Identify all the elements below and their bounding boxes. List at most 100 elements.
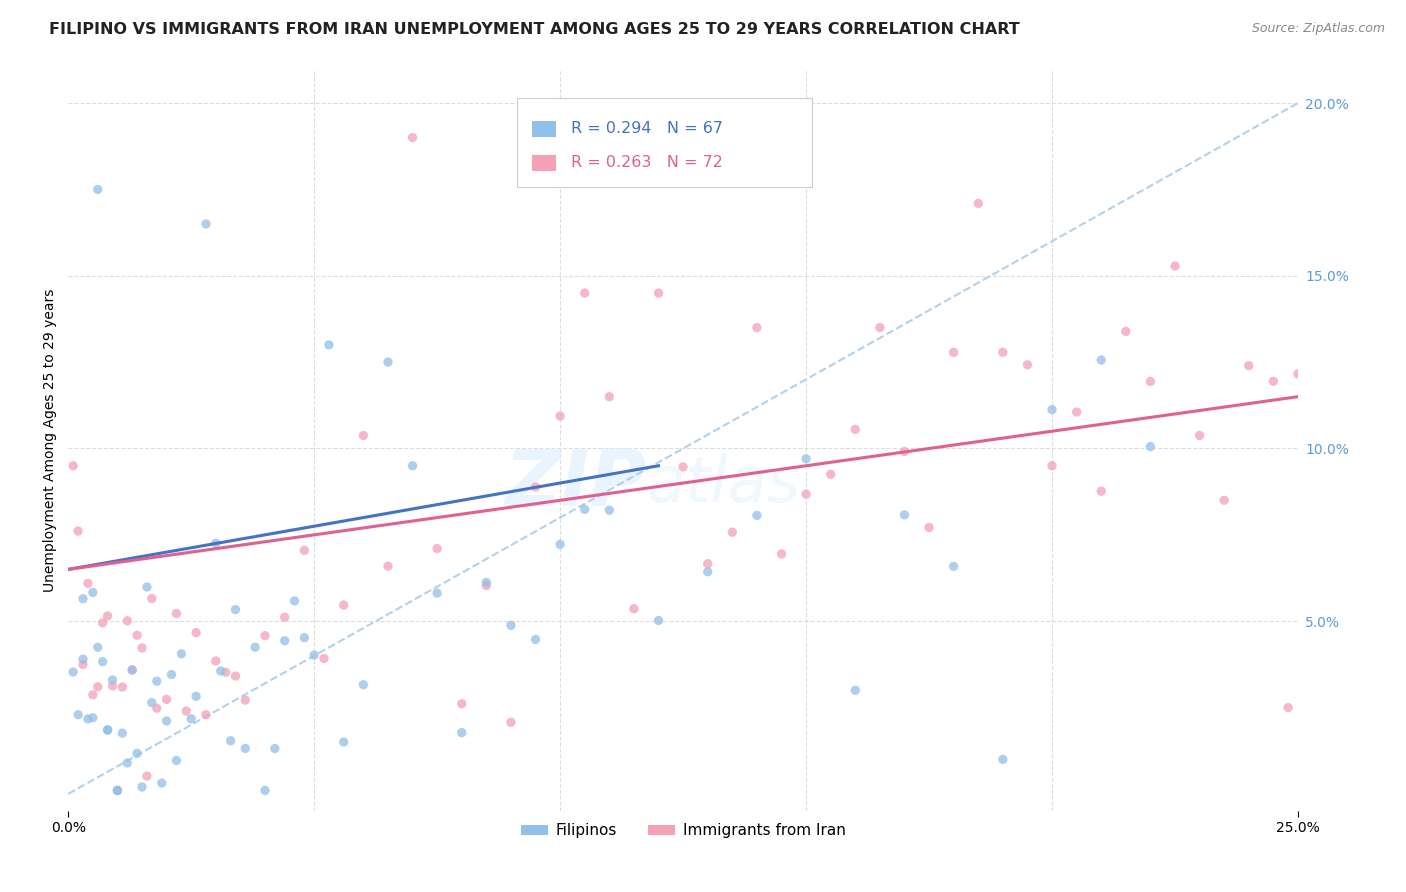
Point: [141, 696, 163, 710]
Point: [146, 674, 169, 689]
FancyBboxPatch shape: [531, 120, 557, 136]
Point: [426, 541, 449, 556]
Point: [194, 707, 217, 722]
Point: [87, 680, 110, 694]
Point: [1237, 359, 1260, 373]
Point: [426, 586, 449, 600]
Point: [253, 629, 276, 643]
Point: [1164, 259, 1187, 273]
Point: [107, 783, 129, 797]
Point: [136, 580, 159, 594]
Text: R = 0.263   N = 72: R = 0.263 N = 72: [571, 155, 723, 170]
Point: [127, 628, 149, 642]
Point: [273, 633, 295, 648]
Point: [770, 547, 793, 561]
Point: [97, 723, 120, 737]
Text: ZIP: ZIP: [503, 446, 647, 523]
Point: [820, 467, 842, 482]
Point: [87, 640, 110, 655]
Point: [180, 712, 202, 726]
Point: [672, 459, 695, 474]
Point: [91, 615, 114, 630]
Point: [101, 679, 124, 693]
Point: [150, 776, 173, 790]
Point: [165, 754, 187, 768]
Point: [131, 640, 153, 655]
Point: [1090, 484, 1112, 499]
Point: [72, 652, 94, 666]
Point: [233, 741, 256, 756]
Point: [62, 458, 84, 473]
Point: [204, 536, 226, 550]
Point: [647, 286, 669, 301]
Point: [942, 345, 965, 359]
Text: R = 0.294   N = 67: R = 0.294 N = 67: [571, 121, 723, 136]
Point: [273, 610, 295, 624]
Point: [647, 614, 669, 628]
Point: [548, 409, 571, 423]
Point: [107, 783, 129, 797]
Point: [475, 578, 498, 592]
Point: [194, 217, 217, 231]
Point: [170, 647, 193, 661]
Point: [111, 680, 134, 694]
Point: [72, 591, 94, 606]
Point: [991, 345, 1014, 359]
Point: [499, 715, 522, 730]
Point: [214, 665, 236, 680]
Point: [967, 196, 990, 211]
Point: [312, 651, 335, 665]
Point: [77, 712, 100, 726]
Point: [77, 576, 100, 591]
Point: [233, 693, 256, 707]
Legend: Filipinos, Immigrants from Iran: Filipinos, Immigrants from Iran: [515, 817, 852, 845]
Point: [1017, 358, 1039, 372]
Point: [869, 320, 891, 334]
Point: [450, 697, 472, 711]
Point: [1286, 367, 1309, 381]
Point: [224, 602, 246, 616]
Point: [844, 683, 866, 698]
Point: [401, 458, 423, 473]
Point: [107, 783, 129, 797]
Point: [121, 663, 143, 677]
Point: [121, 663, 143, 677]
Point: [204, 654, 226, 668]
Point: [219, 733, 242, 747]
Point: [893, 444, 915, 458]
Point: [1277, 700, 1299, 714]
Point: [101, 673, 124, 687]
Point: [253, 783, 276, 797]
Point: [745, 508, 768, 523]
Point: [82, 711, 104, 725]
Point: [524, 632, 547, 647]
Point: [1115, 325, 1137, 339]
Point: [209, 664, 232, 678]
Point: [1188, 428, 1211, 442]
Point: [475, 575, 498, 590]
Point: [127, 747, 149, 761]
Point: [156, 714, 179, 728]
Point: [352, 428, 374, 442]
Point: [82, 688, 104, 702]
Point: [332, 735, 354, 749]
Point: [1263, 374, 1285, 388]
Point: [352, 678, 374, 692]
Point: [1040, 402, 1063, 417]
Point: [117, 756, 139, 770]
Point: [623, 601, 645, 615]
Point: [598, 390, 620, 404]
Point: [942, 559, 965, 574]
Point: [117, 614, 139, 628]
Point: [87, 182, 110, 196]
Point: [136, 769, 159, 783]
Y-axis label: Unemployment Among Ages 25 to 29 years: Unemployment Among Ages 25 to 29 years: [44, 288, 58, 591]
Point: [401, 130, 423, 145]
Point: [844, 422, 866, 436]
Point: [224, 669, 246, 683]
Point: [332, 598, 354, 612]
Point: [184, 690, 207, 704]
Point: [292, 631, 315, 645]
Point: [131, 780, 153, 794]
Text: FILIPINO VS IMMIGRANTS FROM IRAN UNEMPLOYMENT AMONG AGES 25 TO 29 YEARS CORRELAT: FILIPINO VS IMMIGRANTS FROM IRAN UNEMPLO…: [49, 22, 1019, 37]
